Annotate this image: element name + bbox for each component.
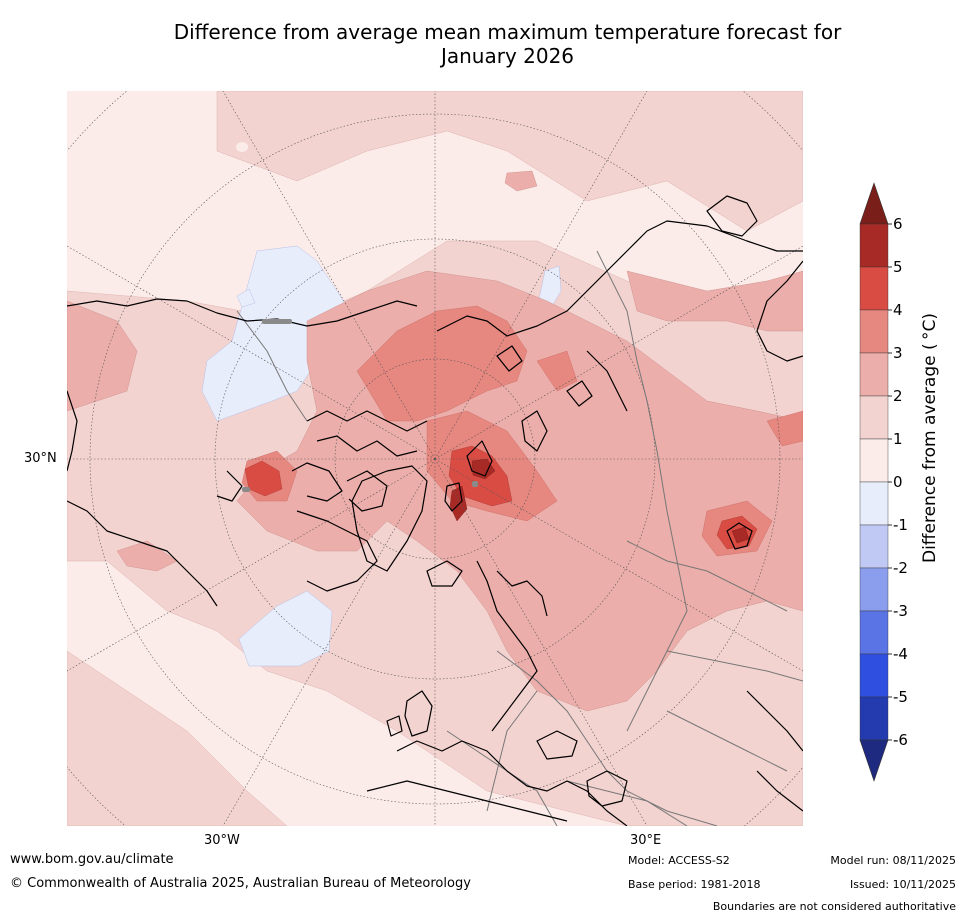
colorbar-tick-label: 2 — [893, 387, 903, 405]
lat-label-30n: 30°N — [24, 451, 57, 466]
colorbar-tick-label: 5 — [893, 258, 903, 276]
footer-model: Model: ACCESS-S2 — [628, 854, 730, 867]
colorbar-tick-label: 4 — [893, 301, 903, 319]
footer-website[interactable]: www.bom.gov.au/climate — [10, 852, 174, 867]
colorbar-tick-label: 6 — [893, 215, 903, 233]
footer-boundaries-note: Boundaries are not considered authoritat… — [712, 900, 956, 913]
anomaly-zone-5-6 — [449, 458, 750, 544]
colorbar-tick-label: 3 — [893, 344, 903, 362]
colorbar-band-m2_m1 — [859, 524, 889, 569]
colorbar-tick-label: -6 — [893, 731, 908, 749]
colorbar-under-arrow — [859, 739, 889, 782]
colorbar: 6 5 4 3 2 1 0 -1 -2 -3 -4 -5 -6 Difference from aver… — [859, 182, 940, 782]
colorbar-tick-label: -4 — [893, 645, 908, 663]
lake-marks — [242, 319, 478, 492]
colorbar-band-1_2 — [859, 395, 889, 440]
footer-model-run: Model run: 08/11/2025 — [830, 854, 956, 867]
colorbar-band-0_1 — [859, 438, 889, 483]
colorbar-band-m3_m2 — [859, 567, 889, 612]
colorbar-band-m1_0 — [859, 481, 889, 526]
title-line-1: Difference from average mean maximum tem… — [173, 20, 842, 44]
colorbar-tick-label: -2 — [893, 559, 908, 577]
colorbar-band-4_5 — [859, 266, 889, 311]
colorbar-ticks: 6 5 4 3 2 1 0 -1 -2 -3 -4 -5 -6 — [888, 215, 908, 749]
colorbar-bands — [859, 182, 889, 782]
title-line-2: January 2026 — [440, 44, 575, 68]
colorbar-tick-label: 0 — [893, 473, 903, 491]
footer-copyright: © Commonwealth of Australia 2025, Austra… — [10, 876, 471, 891]
colorbar-tick-label: -3 — [893, 602, 908, 620]
colorbar-band-5_6 — [859, 223, 889, 268]
colorbar-band-m6_m5 — [859, 696, 889, 741]
footer-base-period: Base period: 1981-2018 — [628, 878, 761, 891]
colorbar-tick-label: -5 — [893, 688, 908, 706]
colorbar-tick-label: 1 — [893, 430, 903, 448]
colorbar-band-m5_m4 — [859, 653, 889, 698]
colorbar-over-arrow — [859, 182, 889, 225]
anomaly-zone-negative — [201, 245, 562, 667]
graticule — [67, 91, 803, 826]
colorbar-band-m4_m3 — [859, 610, 889, 655]
footer-issued: Issued: 10/11/2025 — [849, 878, 956, 891]
colorbar-label: Difference from average ( °C) — [920, 313, 940, 563]
temperature-anomaly-map — [67, 91, 803, 826]
chart-title: Difference from average mean maximum tem… — [0, 20, 965, 68]
colorbar-tick-label: -1 — [893, 516, 908, 534]
lon-label-30e: 30°E — [630, 833, 662, 848]
colorbar-band-2_3 — [859, 352, 889, 397]
coastlines — [67, 195, 803, 826]
colorbar-band-3_4 — [859, 309, 889, 354]
lon-label-30w: 30°W — [204, 833, 240, 848]
